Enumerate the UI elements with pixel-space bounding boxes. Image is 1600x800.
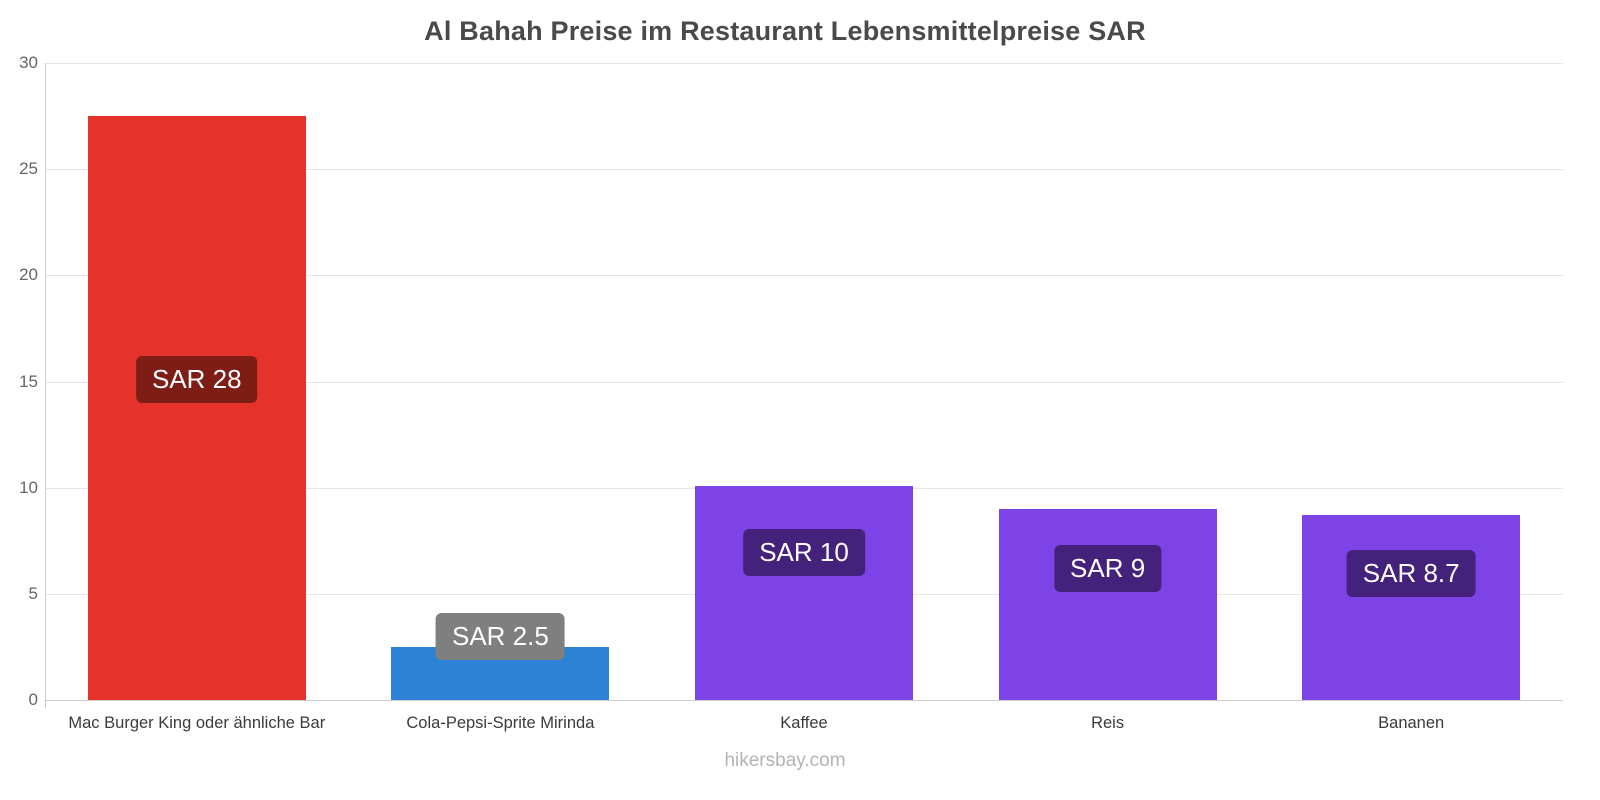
chart-title: Al Bahah Preise im Restaurant Lebensmitt… [424,16,1146,46]
y-tick-label: 25 [19,159,38,179]
bar [1302,515,1521,700]
y-axis-line [45,63,46,708]
gridline [45,381,1563,383]
y-tick-label: 15 [19,371,38,391]
y-tick-label: 0 [28,690,38,709]
gridline [45,63,1563,64]
gridline [45,275,1563,277]
category-label: Bananen [1378,714,1445,732]
gridline [45,169,1563,171]
footer-watermark: hikersbay.com [724,750,846,771]
y-tick-label: 20 [19,265,38,285]
y-tick-label: 30 [19,53,38,72]
category-label: Cola-Pepsi-Sprite Mirinda [406,714,595,732]
bar [695,485,913,700]
category-label: Kaffee [780,714,828,732]
bar-value-label: SAR 8.7 [1346,549,1476,597]
bar-value-label: SAR 9 [1054,545,1162,593]
bar [998,508,1217,700]
category-label: Mac Burger King oder ähnliche Bar [68,714,326,732]
bar-value-label: SAR 10 [743,529,865,577]
bar-value-label: SAR 2.5 [435,612,565,660]
category-label: Reis [1091,714,1125,732]
y-tick-label: 5 [28,583,38,603]
y-tick-label: 10 [19,477,38,497]
bar [87,116,306,700]
gridline [45,700,1563,701]
bar-value-label: SAR 28 [135,355,258,403]
